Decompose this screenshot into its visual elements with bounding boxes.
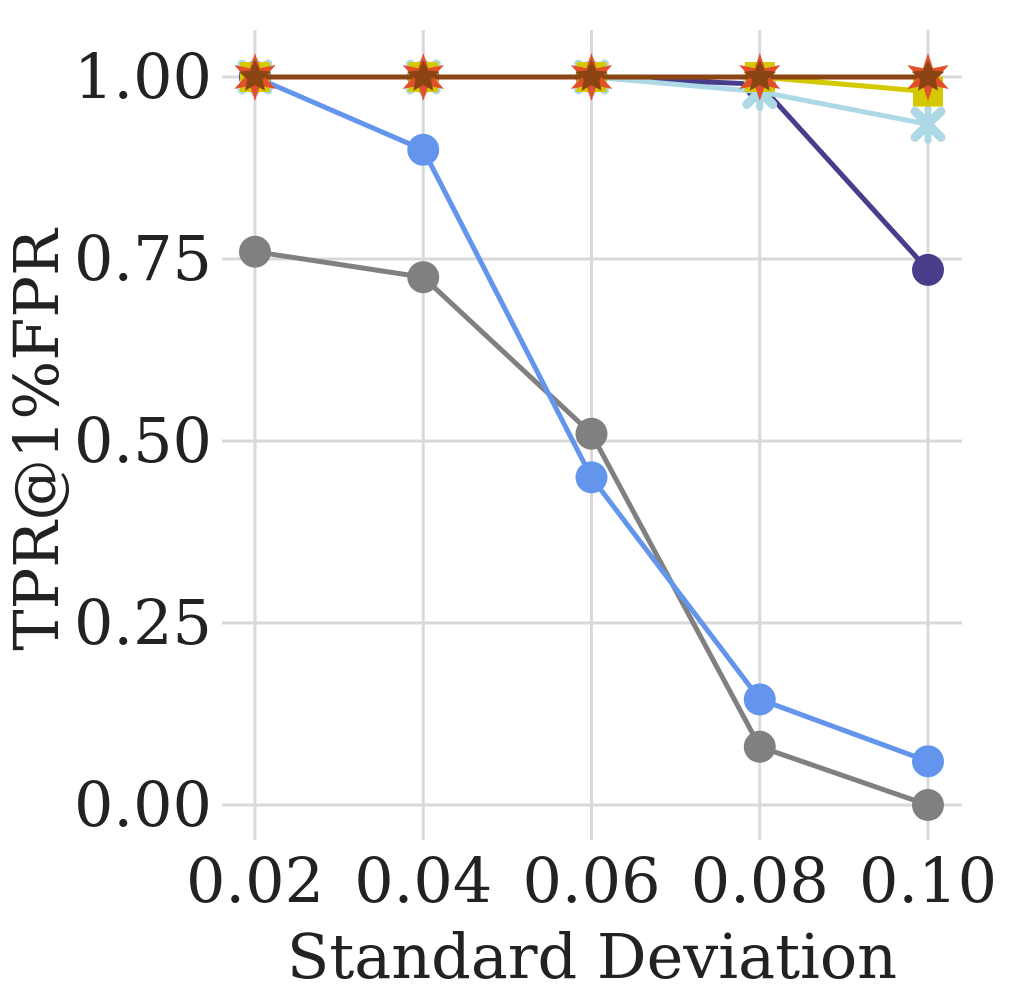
- data-point: [907, 53, 949, 101]
- y-tick-label: 0.25: [74, 586, 212, 659]
- data-point: [910, 104, 946, 144]
- star-marker-core: [238, 60, 272, 91]
- series-layer: [234, 53, 949, 821]
- data-point: [575, 417, 608, 450]
- series-0: [239, 235, 944, 821]
- series-5: [234, 53, 949, 101]
- data-point: [912, 789, 944, 821]
- data-point: [743, 683, 776, 716]
- x-tick-label: 0.10: [859, 844, 997, 917]
- y-tick-label: 0.00: [74, 768, 212, 841]
- y-tick-labels: 0.00 0.25 0.50 0.75 1.00: [74, 40, 212, 841]
- x-tick-label: 0.06: [522, 844, 660, 917]
- star-marker-core: [911, 60, 945, 91]
- y-tick-label: 1.00: [74, 40, 212, 113]
- data-point: [570, 53, 613, 101]
- data-point: [407, 133, 440, 166]
- x-tick-label: 0.08: [691, 844, 829, 917]
- x-tick-labels: 0.02 0.04 0.06 0.08 0.10: [186, 844, 997, 917]
- star-marker-core: [407, 60, 440, 91]
- data-point: [739, 53, 781, 101]
- data-point: [743, 730, 776, 763]
- star-marker-core: [743, 60, 776, 91]
- data-point: [912, 745, 944, 778]
- x-axis-title: Standard Deviation: [287, 920, 897, 990]
- data-point: [234, 53, 276, 101]
- y-tick-label: 0.75: [74, 222, 212, 295]
- x-tick-label: 0.04: [354, 844, 492, 917]
- data-point: [575, 461, 608, 494]
- data-point: [407, 261, 440, 294]
- x-tick-label: 0.02: [186, 844, 324, 917]
- data-point: [239, 235, 271, 268]
- y-axis-title: TPR@1%FPR: [0, 227, 73, 651]
- y-tick-label: 0.50: [74, 404, 212, 477]
- data-point: [402, 53, 444, 101]
- star-marker-core: [575, 60, 608, 91]
- data-point: [912, 253, 944, 286]
